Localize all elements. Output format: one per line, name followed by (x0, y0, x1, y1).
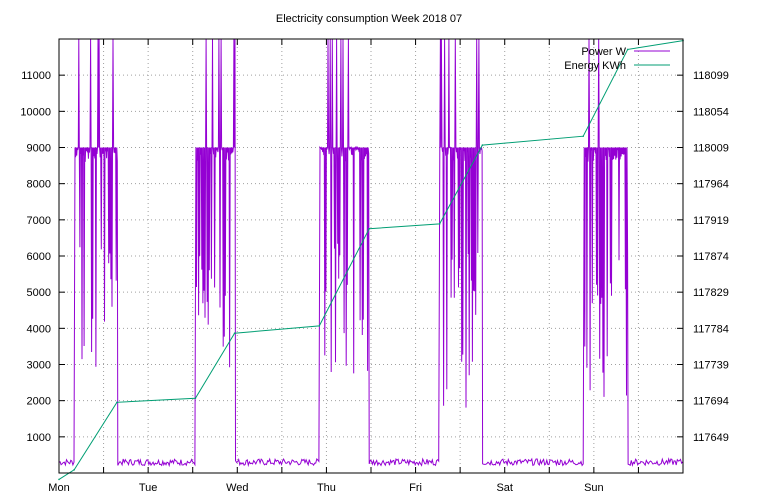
energy-point (233, 332, 236, 334)
power-series (58, 38, 683, 468)
y-tick-label: 7000 (27, 215, 51, 227)
y-tick-label: 4000 (27, 323, 51, 335)
x-tick-label: Wed (226, 482, 248, 494)
power-line (58, 38, 683, 468)
energy-point (58, 478, 60, 481)
y2-tick-label: 117739 (693, 360, 729, 372)
y-tick-label: 6000 (27, 251, 51, 263)
y-tick-label: 11000 (21, 70, 51, 82)
energy-point (194, 397, 197, 400)
y2-tick-label: 118009 (693, 143, 729, 155)
energy-series (58, 39, 684, 481)
energy-point (438, 223, 441, 225)
legend: Power W Energy KWh (564, 46, 670, 72)
y2-tick-label: 117919 (693, 215, 729, 227)
gridlines (59, 39, 683, 473)
y-tick-label: 3000 (27, 360, 51, 372)
x-tick-label: Fri (409, 482, 422, 494)
chart-title: Electricity consumption Week 2018 07 (276, 13, 462, 25)
x-tick-label: Tue (139, 482, 158, 494)
y-tick-label: 10000 (20, 106, 51, 118)
axes: 1000 2000 3000 4000 5000 6000 7000 8000 9000 1000… (20, 39, 729, 494)
y2-tick-label: 117829 (693, 287, 729, 299)
y2-tick-label: 118099 (693, 70, 729, 82)
x-tick-label: Sun (584, 482, 604, 494)
legend-label: Energy KWh (564, 60, 626, 72)
y2-tick-label: 117784 (693, 323, 729, 335)
y2-tick-label: 117874 (693, 251, 729, 263)
energy-point (626, 48, 629, 51)
energy-point (368, 227, 371, 230)
energy-point (116, 401, 118, 404)
y2-tick-label: 117649 (693, 432, 729, 444)
x-tick-label: Sat (496, 482, 513, 494)
y-tick-label: 9000 (27, 143, 51, 155)
y-tick-label: 5000 (27, 287, 51, 299)
energy-point (481, 144, 484, 146)
y-tick-label: 2000 (27, 396, 51, 408)
x-tick-label: Mon (48, 482, 69, 494)
energy-point (318, 325, 321, 327)
legend-label: Power W (581, 46, 626, 58)
y-tick-label: 1000 (27, 432, 51, 444)
y2-tick-label: 117694 (693, 396, 729, 408)
y2-tick-label: 118054 (693, 106, 729, 118)
energy-line (58, 40, 684, 480)
y2-tick-label: 117964 (693, 179, 729, 191)
x-tick-label: Thu (317, 482, 336, 494)
energy-point (73, 468, 75, 471)
y-tick-label: 8000 (27, 179, 51, 191)
energy-point (582, 135, 584, 138)
